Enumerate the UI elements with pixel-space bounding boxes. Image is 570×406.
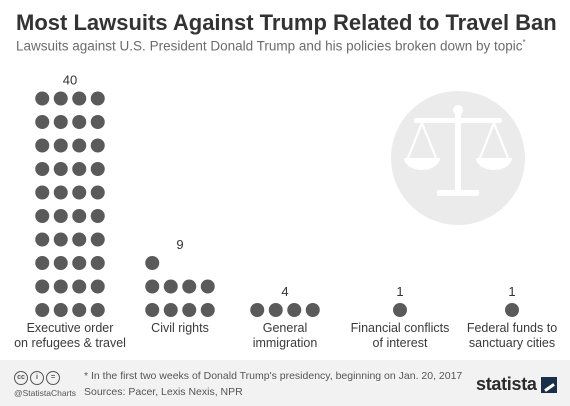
lawsuit-dot	[35, 185, 50, 200]
lawsuit-dot	[72, 232, 87, 247]
footer-bar	[0, 360, 570, 406]
lawsuit-dot	[268, 303, 283, 317]
lawsuit-dot	[90, 256, 105, 270]
lawsuit-dot	[90, 115, 105, 129]
lawsuit-dot	[53, 115, 68, 129]
by-icon[interactable]: i	[30, 371, 44, 385]
lawsuit-dot	[53, 185, 68, 200]
footnote: * In the first two weeks of Donald Trump…	[84, 370, 463, 382]
statista-charts-handle[interactable]: @StatistaCharts	[14, 388, 77, 398]
category-label: Financial conflicts of interest	[351, 321, 450, 350]
lawsuit-dot	[145, 279, 160, 294]
lawsuit-dot	[393, 303, 407, 317]
lawsuit-dot	[90, 91, 105, 106]
category-label: Executive order on refugees & travel	[14, 321, 126, 350]
lawsuit-dot	[145, 256, 160, 270]
lawsuit-dot	[287, 303, 302, 317]
lawsuit-dot	[90, 162, 105, 176]
lawsuit-dot	[53, 162, 68, 176]
scales-of-justice-icon	[391, 91, 525, 225]
lawsuit-dot	[35, 232, 50, 247]
lawsuit-dot	[72, 138, 87, 153]
lawsuit-dot	[72, 185, 87, 200]
lawsuit-dot	[72, 209, 87, 223]
lawsuit-dot	[90, 185, 105, 200]
lawsuit-dot	[505, 303, 519, 317]
lawsuit-dot	[35, 256, 50, 270]
lawsuit-dot	[163, 279, 178, 294]
lawsuit-dot	[90, 279, 105, 294]
lawsuit-dot	[90, 303, 105, 317]
data-label: 4	[281, 284, 288, 299]
lawsuit-dot	[53, 279, 68, 294]
lawsuit-dot	[53, 209, 68, 223]
lawsuit-dot	[72, 91, 87, 106]
chart-subtitle: Lawsuits against U.S. President Donald T…	[16, 38, 526, 54]
data-label: 9	[176, 237, 183, 252]
lawsuit-dot	[53, 91, 68, 106]
lawsuit-dot	[72, 279, 87, 294]
category-label: Federal funds to sanctuary cities	[467, 321, 557, 350]
statista-logo[interactable]: statista	[476, 374, 557, 395]
lawsuit-dot	[35, 162, 50, 176]
lawsuit-dot	[35, 303, 50, 317]
lawsuit-dot	[35, 91, 50, 106]
lawsuit-dot	[182, 303, 197, 317]
nd-icon[interactable]: =	[46, 371, 60, 385]
license-icons: cc i =	[14, 371, 60, 385]
lawsuit-dot	[35, 209, 50, 223]
lawsuit-dot	[35, 279, 50, 294]
lawsuit-dot	[53, 303, 68, 317]
lawsuit-dot	[90, 209, 105, 223]
cc-icon[interactable]: cc	[14, 371, 28, 385]
data-label: 40	[63, 73, 77, 88]
lawsuit-dot	[53, 138, 68, 153]
lawsuit-dot	[72, 162, 87, 176]
statista-mark-icon	[540, 376, 557, 393]
lawsuit-dot	[200, 303, 215, 317]
data-label: 1	[396, 284, 403, 299]
footnote-marker: *	[522, 38, 526, 47]
sources: Sources: Pacer, Lexis Nexis, NPR	[84, 386, 243, 398]
lawsuit-dot	[53, 256, 68, 270]
lawsuit-dot	[53, 232, 68, 247]
lawsuit-dot	[72, 115, 87, 129]
chart-title: Most Lawsuits Against Trump Related to T…	[16, 10, 557, 35]
data-label: 1	[508, 284, 515, 299]
lawsuit-dot	[305, 303, 320, 317]
lawsuit-dot	[35, 115, 50, 129]
lawsuit-dot	[72, 303, 87, 317]
lawsuit-dot	[145, 303, 160, 317]
lawsuit-dot	[35, 138, 50, 153]
lawsuit-dot	[163, 303, 178, 317]
lawsuit-dot	[200, 279, 215, 294]
chart-marks: 40 Executive order on refugees & travel 9 Ci…	[14, 73, 557, 351]
lawsuit-dot	[90, 232, 105, 247]
category-label: General immigration	[253, 321, 318, 350]
statista-wordmark: statista	[476, 374, 537, 394]
pictogram-chart: 40 Executive order on refugees & travel 9 Ci…	[14, 73, 557, 351]
lawsuit-dot	[182, 279, 197, 294]
lawsuit-dot	[250, 303, 265, 317]
lawsuit-dot	[72, 256, 87, 270]
category-label: Civil rights	[151, 321, 209, 335]
lawsuit-dot	[90, 138, 105, 153]
